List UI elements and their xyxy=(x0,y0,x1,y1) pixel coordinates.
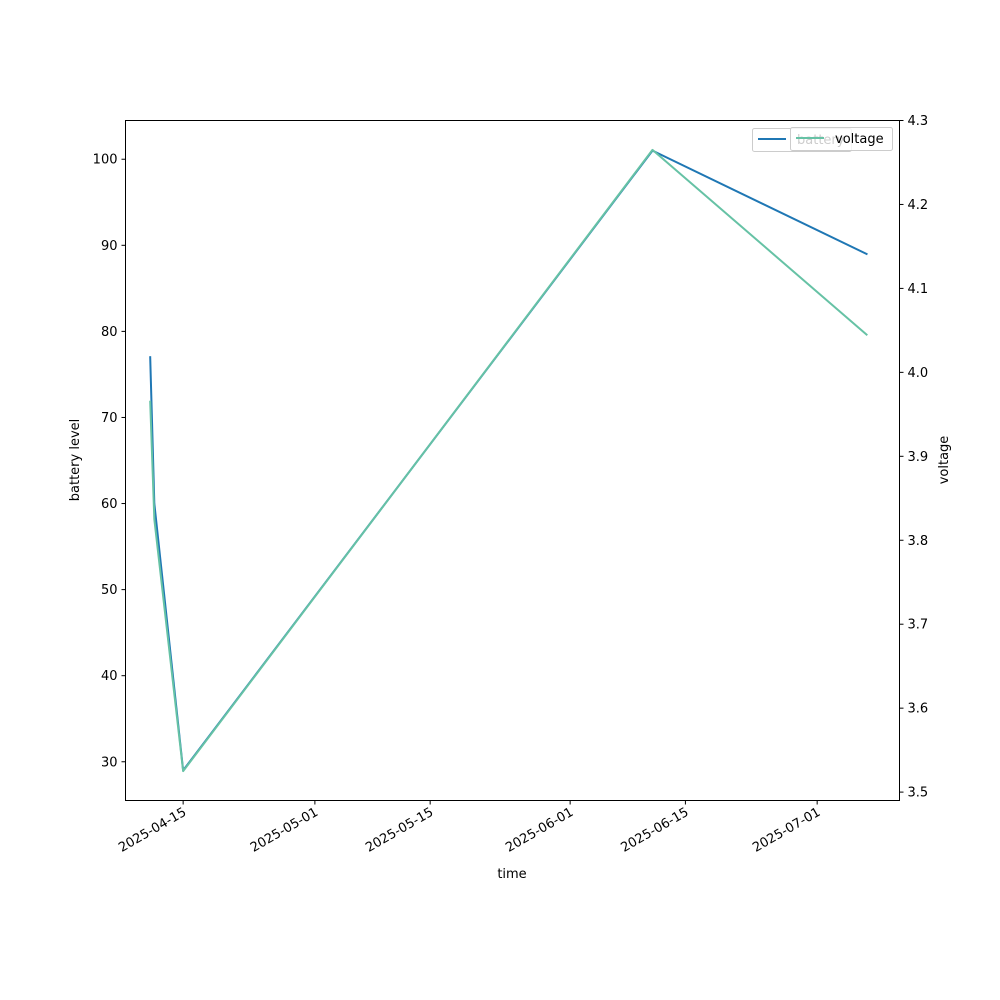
right-tick-label: 4.1 xyxy=(908,282,929,297)
series-line-battery xyxy=(149,149,868,772)
right-axis: 3.5 3.6 3.7 3.8 3.9 4.0 4.1 4.2 4.3 xyxy=(899,114,929,801)
left-tick-label: 60 xyxy=(101,497,118,512)
series-line-voltage xyxy=(149,148,868,773)
right-tick-label: 3.8 xyxy=(908,534,929,549)
right-tick-label: 4.3 xyxy=(908,114,929,129)
series-layer xyxy=(149,148,868,773)
right-tick-label: 4.2 xyxy=(908,198,929,213)
legend-voltage: voltage xyxy=(790,127,893,151)
left-axis-label: battery level xyxy=(68,419,83,502)
left-axis: 30 40 50 60 70 80 90 100 xyxy=(93,153,126,770)
x-tick-label: 2025-07-01 xyxy=(750,805,823,856)
right-axis-label: voltage xyxy=(937,436,952,485)
x-tick-label: 2025-05-15 xyxy=(363,805,436,856)
left-tick-label: 100 xyxy=(93,153,118,168)
x-axis-label: time xyxy=(497,867,526,882)
plot-area-border xyxy=(125,120,900,801)
legend-voltage-label: voltage xyxy=(835,132,884,147)
x-tick-label: 2025-06-01 xyxy=(503,805,576,856)
right-tick-label: 3.7 xyxy=(908,618,929,633)
left-tick-label: 80 xyxy=(101,325,118,340)
right-tick-label: 4.0 xyxy=(908,366,929,381)
right-tick-label: 3.5 xyxy=(908,786,929,801)
right-tick-label: 3.6 xyxy=(908,702,929,717)
left-tick-label: 90 xyxy=(101,239,118,254)
left-tick-label: 40 xyxy=(101,669,118,684)
x-tick-label: 2025-04-15 xyxy=(116,805,189,856)
left-tick-label: 30 xyxy=(101,755,118,770)
left-tick-label: 70 xyxy=(101,411,118,426)
x-tick-label: 2025-05-01 xyxy=(248,805,321,856)
x-axis: 2025-04-15 2025-05-01 2025-05-15 2025-06-01… xyxy=(116,800,823,856)
x-tick-label: 2025-06-15 xyxy=(618,805,691,856)
left-tick-label: 50 xyxy=(101,583,118,598)
plot-frame xyxy=(125,120,900,801)
right-tick-label: 3.9 xyxy=(908,450,929,465)
